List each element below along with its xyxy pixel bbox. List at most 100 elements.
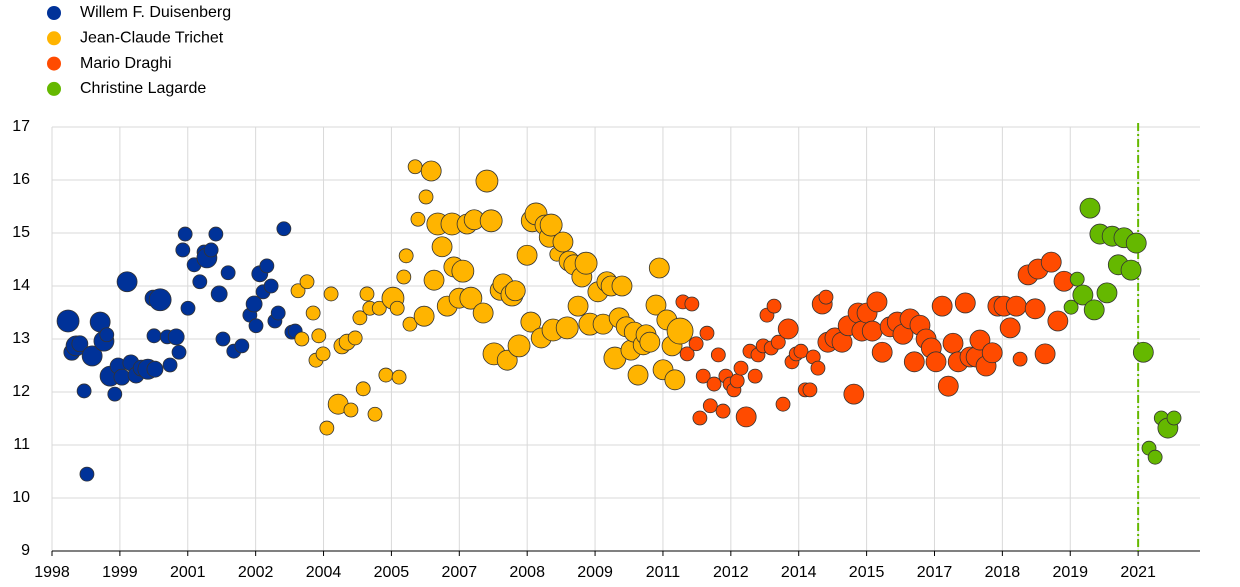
x-tick-label: 2018 xyxy=(985,564,1021,581)
bubble xyxy=(733,360,749,376)
bubble xyxy=(323,286,339,302)
bubble xyxy=(775,396,791,412)
bubble xyxy=(423,269,445,291)
bubble xyxy=(396,269,412,285)
bubble xyxy=(1069,271,1085,287)
bubble xyxy=(276,221,292,237)
x-tick-label: 2002 xyxy=(238,564,274,581)
bubble xyxy=(679,346,695,362)
x-tick-label: 2009 xyxy=(577,564,613,581)
bubble xyxy=(210,285,228,303)
bubble xyxy=(1083,299,1105,321)
bubble xyxy=(263,278,279,294)
x-tick-label: 2012 xyxy=(713,564,749,581)
bubble xyxy=(475,169,499,193)
bubble xyxy=(148,288,172,312)
bubble xyxy=(715,403,731,419)
bubble xyxy=(352,310,368,326)
bubble xyxy=(937,375,959,397)
bubble xyxy=(552,231,574,253)
bubble xyxy=(220,265,236,281)
bubble xyxy=(539,213,563,237)
bubble xyxy=(79,466,95,482)
bubble xyxy=(645,294,667,316)
bubble xyxy=(208,226,224,242)
bubble xyxy=(555,316,579,340)
bubble xyxy=(1012,351,1028,367)
bubble xyxy=(1096,282,1118,304)
bubble xyxy=(418,189,434,205)
bubble xyxy=(410,211,426,227)
bubble xyxy=(802,382,818,398)
bubble xyxy=(770,334,786,350)
bubble xyxy=(981,342,1003,364)
bubble xyxy=(1166,410,1182,426)
bubble xyxy=(954,292,976,314)
bubble xyxy=(359,286,375,302)
bubble xyxy=(270,305,286,321)
bubble xyxy=(472,302,494,324)
x-tick-label: 2014 xyxy=(781,564,817,581)
bubble xyxy=(479,209,503,233)
y-tick-label: 16 xyxy=(12,171,30,188)
bubble xyxy=(71,335,89,353)
bubble xyxy=(664,369,686,391)
bubble xyxy=(1132,341,1154,363)
bubble xyxy=(747,368,763,384)
bubble xyxy=(371,300,387,316)
bubble xyxy=(504,280,526,302)
bubble xyxy=(1063,299,1079,315)
bubble xyxy=(167,328,185,346)
bubble xyxy=(407,159,423,175)
bubble xyxy=(903,351,925,373)
legend-label: Christine Lagarde xyxy=(80,80,206,97)
x-tick-label: 2015 xyxy=(849,564,885,581)
bubble xyxy=(969,329,991,351)
bubble xyxy=(688,336,704,352)
y-tick-label: 12 xyxy=(12,383,30,400)
bubble xyxy=(999,317,1021,339)
bubble xyxy=(706,376,722,392)
bubble xyxy=(171,344,187,360)
bubble xyxy=(290,283,306,299)
legend-marker xyxy=(47,81,61,96)
bubble xyxy=(319,420,335,436)
bubble xyxy=(162,357,178,373)
y-tick-label: 11 xyxy=(13,436,30,453)
bubble xyxy=(1005,295,1027,317)
y-tick-label: 13 xyxy=(12,330,30,347)
bubble xyxy=(459,286,483,310)
bubble xyxy=(305,305,321,321)
bubble xyxy=(1040,251,1062,273)
bubble xyxy=(861,320,883,342)
bubble xyxy=(735,406,757,428)
bubble xyxy=(710,347,726,363)
x-tick-label: 2021 xyxy=(1120,564,1156,581)
bubble xyxy=(1120,259,1142,281)
legend-marker xyxy=(47,56,61,71)
bubble xyxy=(810,360,826,376)
y-tick-label: 14 xyxy=(12,277,30,294)
bubble xyxy=(1024,298,1046,320)
bubble xyxy=(931,295,953,317)
bubble xyxy=(245,295,263,313)
bubble xyxy=(925,351,947,373)
bubble xyxy=(431,236,453,258)
legend-marker xyxy=(47,6,61,20)
x-tick-label: 2011 xyxy=(646,564,681,581)
bubble xyxy=(766,298,782,314)
bubble xyxy=(871,341,893,363)
bubble xyxy=(684,296,700,312)
bubble xyxy=(315,346,331,362)
bubble xyxy=(175,242,191,258)
bubble xyxy=(818,289,834,305)
bubble xyxy=(1125,232,1147,254)
bubble xyxy=(299,274,315,290)
bubble xyxy=(234,338,250,354)
bubble xyxy=(311,328,327,344)
bubble xyxy=(259,258,275,274)
bubble xyxy=(516,244,538,266)
bubble xyxy=(113,368,131,386)
legend-label: Mario Draghi xyxy=(80,55,172,72)
